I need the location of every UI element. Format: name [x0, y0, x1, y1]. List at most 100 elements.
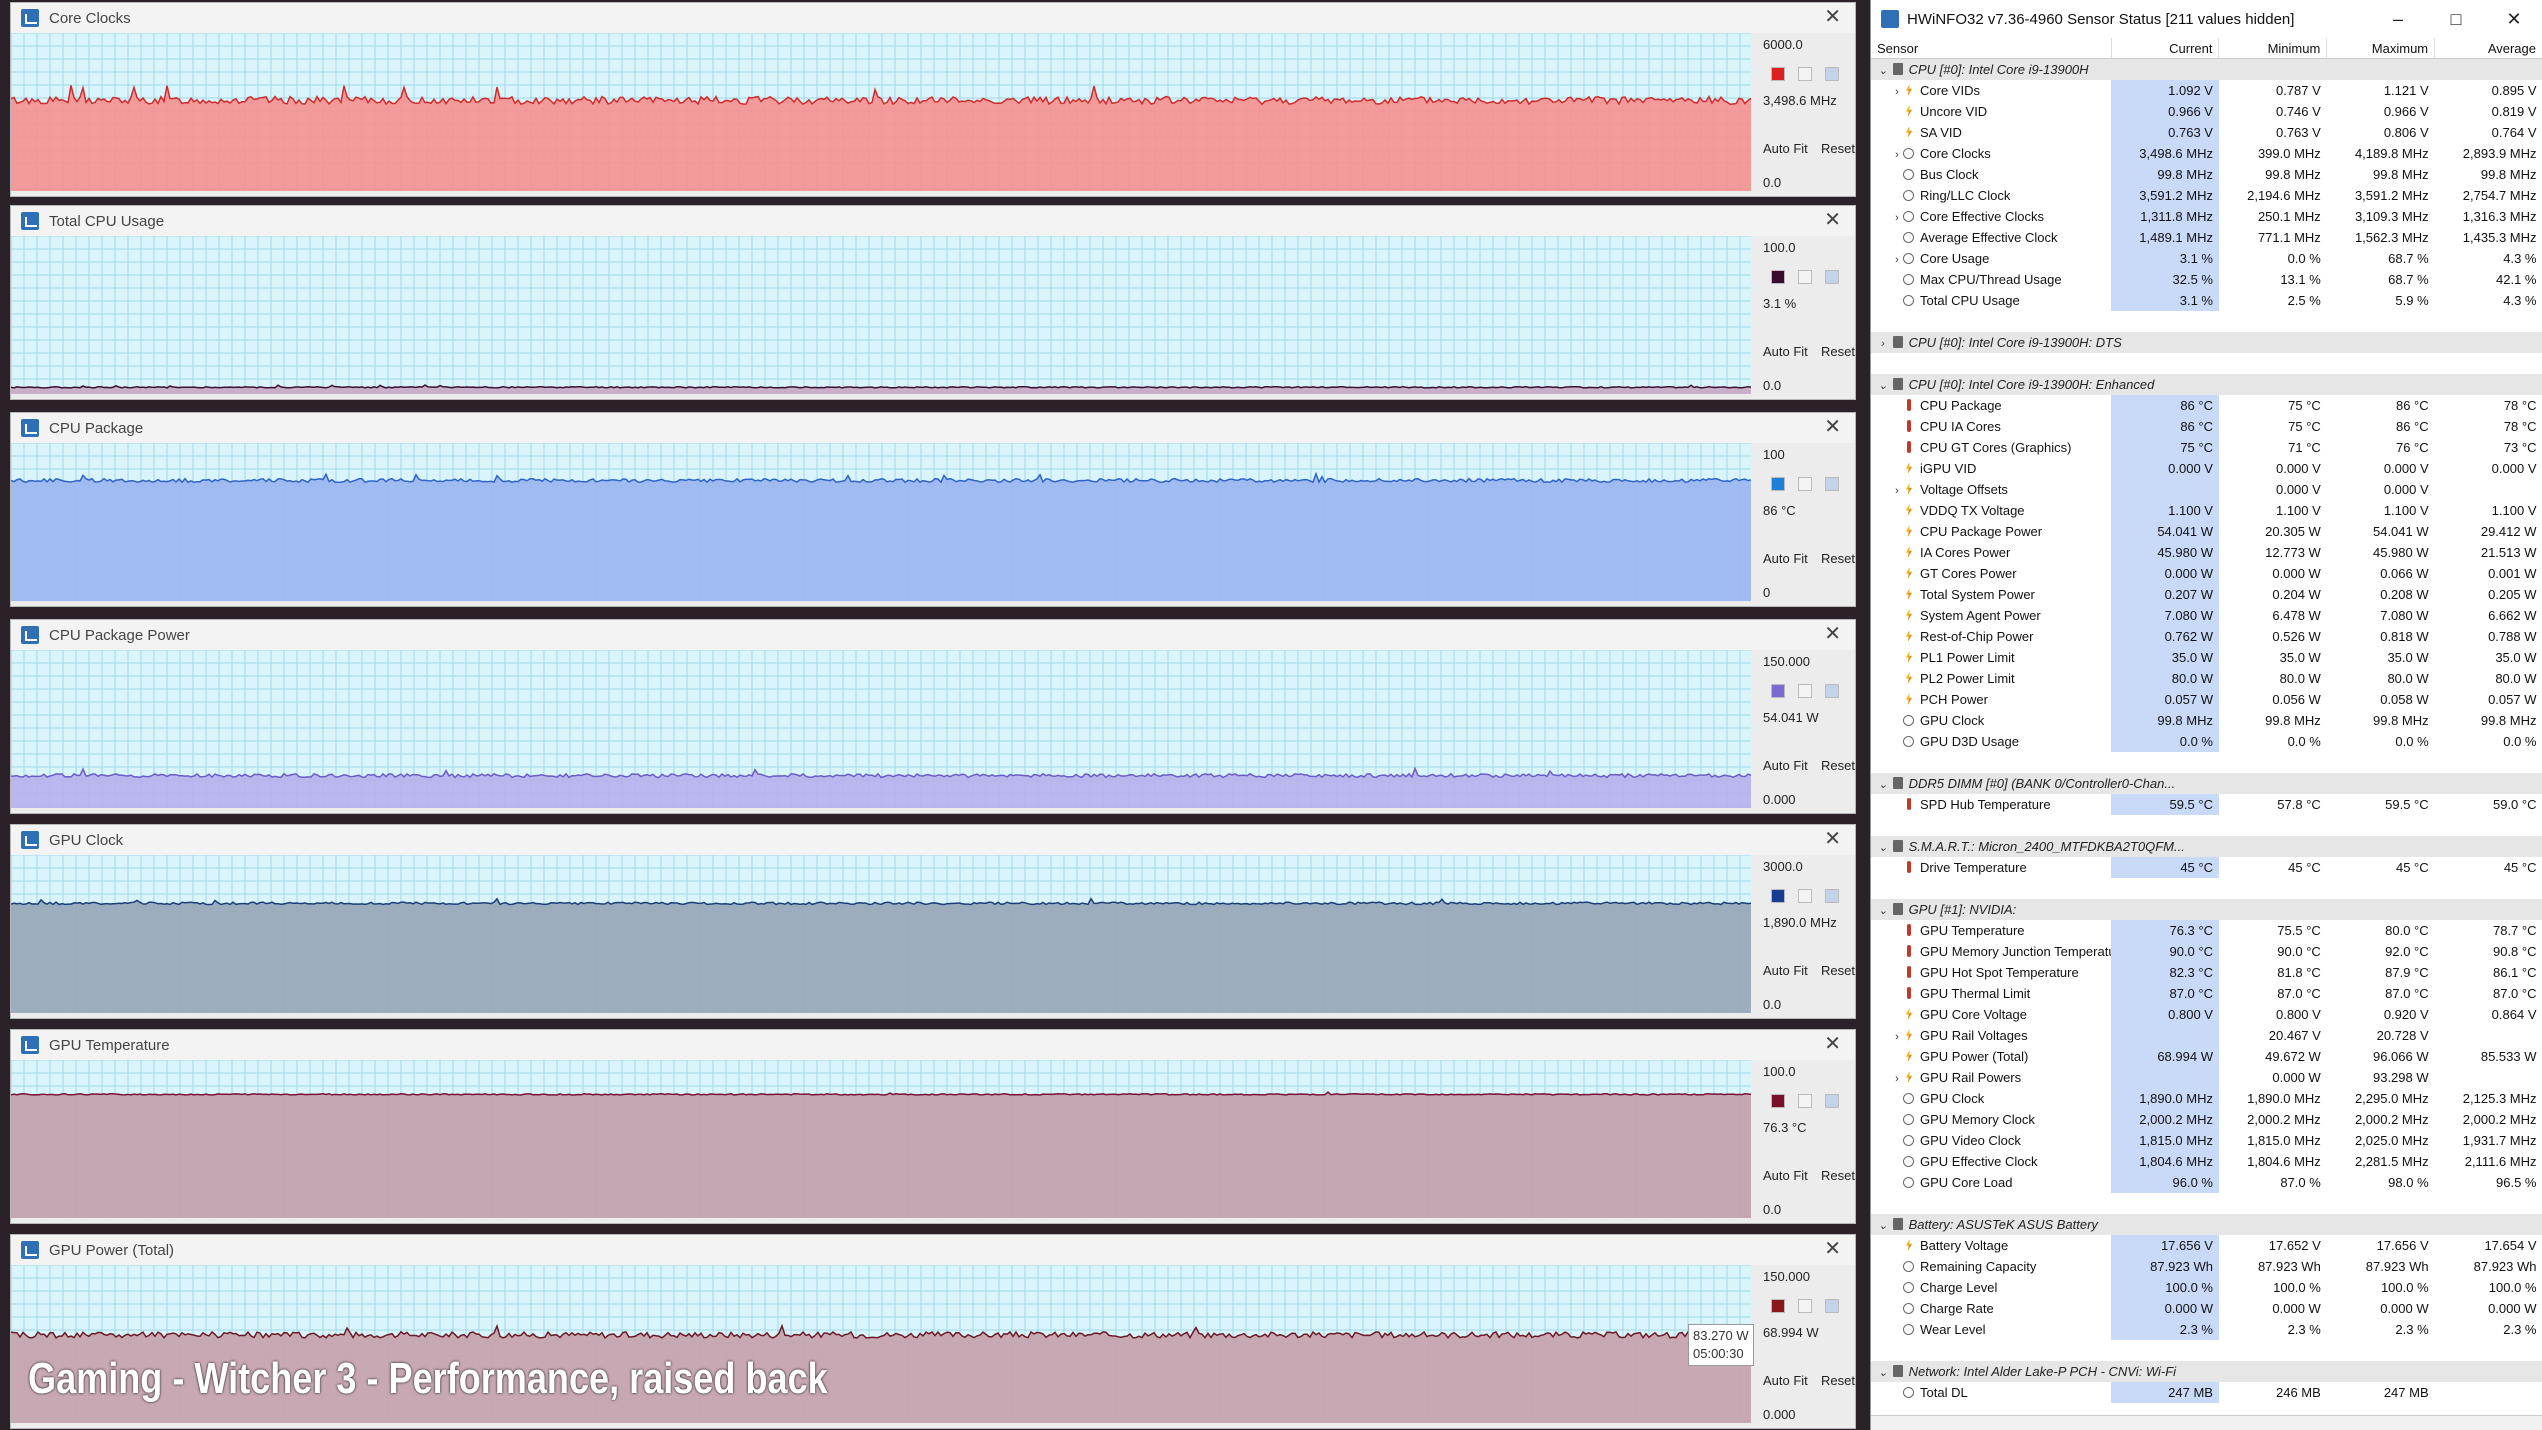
sensor-name-cell[interactable]: PL1 Power Limit — [1871, 647, 2111, 668]
sensor-group-row[interactable]: ⌄ Battery: ASUSTeK ASUS Battery — [1871, 1214, 2542, 1235]
sensor-group-row[interactable]: ⌄ Network: Intel Alder Lake-P PCH - CNVi… — [1871, 1361, 2542, 1382]
close-button[interactable]: ✕ — [2506, 9, 2522, 29]
auto-fit-button[interactable]: Auto Fit — [1763, 963, 1808, 978]
sensor-name-cell[interactable]: › GPU Rail Powers — [1871, 1067, 2111, 1088]
sensor-group-cell[interactable]: ⌄ Network: Intel Alder Lake-P PCH - CNVi… — [1871, 1361, 2542, 1382]
sensor-group-row[interactable]: › CPU [#0]: Intel Core i9-13900H: DTS — [1871, 332, 2542, 353]
reset-button[interactable]: Reset — [1821, 141, 1855, 156]
sensor-row[interactable]: GPU Memory Clock 2,000.2 MHz 2,000.2 MHz… — [1871, 1109, 2542, 1130]
expand-toggle-icon[interactable]: › — [1895, 1073, 1899, 1085]
col-sensor[interactable]: Sensor — [1871, 38, 2112, 59]
sensor-row[interactable]: Rest-of-Chip Power 0.762 W 0.526 W 0.818… — [1871, 626, 2542, 647]
sensor-row[interactable]: › GPU Rail Powers 0.000 W 93.298 W — [1871, 1067, 2542, 1088]
expand-toggle-icon[interactable]: ⌄ — [1878, 842, 1888, 854]
sensor-row[interactable]: CPU Package Power 54.041 W 20.305 W 54.0… — [1871, 521, 2542, 542]
expand-toggle-icon[interactable]: › — [1895, 212, 1899, 224]
sensor-group-row[interactable]: ⌄ CPU [#0]: Intel Core i9-13900H — [1871, 58, 2542, 80]
sensor-row[interactable]: Total System Power 0.207 W 0.204 W 0.208… — [1871, 584, 2542, 605]
hwinfo-titlebar[interactable]: HWiNFO32 v7.36-4960 Sensor Status [211 v… — [1871, 0, 2542, 38]
sensor-name-cell[interactable]: Charge Rate — [1871, 1298, 2111, 1319]
sensor-name-cell[interactable]: Battery Voltage — [1871, 1235, 2111, 1256]
graph-color-swatch[interactable] — [1771, 67, 1785, 81]
sensor-name-cell[interactable]: Total System Power — [1871, 584, 2111, 605]
graph-color-swatch[interactable] — [1771, 1299, 1785, 1313]
graph-titlebar[interactable]: CPU Package Power ✕ — [11, 620, 1855, 650]
sensor-row[interactable]: Charge Level 100.0 % 100.0 % 100.0 % 100… — [1871, 1277, 2542, 1298]
sensor-group-cell[interactable]: ⌄ DDR5 DIMM [#0] (BANK 0/Controller0-Cha… — [1871, 773, 2542, 794]
sensor-name-cell[interactable]: GPU Memory Clock — [1871, 1109, 2111, 1130]
auto-fit-button[interactable]: Auto Fit — [1763, 551, 1808, 566]
sensor-name-cell[interactable]: PL2 Power Limit — [1871, 668, 2111, 689]
auto-fit-button[interactable]: Auto Fit — [1763, 758, 1808, 773]
sensor-row[interactable]: › Core Clocks 3,498.6 MHz 399.0 MHz 4,189… — [1871, 143, 2542, 164]
sensor-name-cell[interactable]: GPU Thermal Limit — [1871, 983, 2111, 1004]
graph-swatch-light[interactable] — [1825, 684, 1839, 698]
graph-color-swatch[interactable] — [1771, 684, 1785, 698]
sensor-name-cell[interactable]: Total DL — [1871, 1382, 2111, 1403]
sensor-row[interactable]: Max CPU/Thread Usage 32.5 % 13.1 % 68.7 … — [1871, 269, 2542, 290]
sensor-row[interactable]: Ring/LLC Clock 3,591.2 MHz 2,194.6 MHz 3… — [1871, 185, 2542, 206]
sensor-name-cell[interactable]: iGPU VID — [1871, 458, 2111, 479]
sensor-group-row[interactable]: ⌄ GPU [#1]: NVIDIA: — [1871, 899, 2542, 920]
auto-fit-button[interactable]: Auto Fit — [1763, 1168, 1808, 1183]
maximize-button[interactable]: □ — [2450, 9, 2462, 29]
sensor-row[interactable]: Charge Rate 0.000 W 0.000 W 0.000 W 0.00… — [1871, 1298, 2542, 1319]
sensor-name-cell[interactable]: GPU Video Clock — [1871, 1130, 2111, 1151]
expand-toggle-icon[interactable]: › — [1895, 149, 1899, 161]
expand-toggle-icon[interactable]: ⌄ — [1878, 1220, 1888, 1232]
sensor-group-row[interactable]: ⌄ DDR5 DIMM [#0] (BANK 0/Controller0-Cha… — [1871, 773, 2542, 794]
sensor-row[interactable]: GPU Thermal Limit 87.0 °C 87.0 °C 87.0 °… — [1871, 983, 2542, 1004]
sensor-name-cell[interactable]: IA Cores Power — [1871, 542, 2111, 563]
close-icon[interactable]: ✕ — [1824, 6, 1841, 28]
sensor-row[interactable]: Battery Voltage 17.656 V 17.652 V 17.656… — [1871, 1235, 2542, 1256]
sensor-row[interactable]: Wear Level 2.3 % 2.3 % 2.3 % 2.3 % — [1871, 1319, 2542, 1340]
sensor-row[interactable]: VDDQ TX Voltage 1.100 V 1.100 V 1.100 V … — [1871, 500, 2542, 521]
graph-color-swatch[interactable] — [1771, 477, 1785, 491]
sensor-name-cell[interactable]: SPD Hub Temperature — [1871, 794, 2111, 815]
graph-swatch-blank[interactable] — [1798, 270, 1812, 284]
graph-swatch-light[interactable] — [1825, 1299, 1839, 1313]
sensor-row[interactable]: GPU Clock 99.8 MHz 99.8 MHz 99.8 MHz 99.… — [1871, 710, 2542, 731]
reset-button[interactable]: Reset — [1821, 758, 1855, 773]
sensor-name-cell[interactable]: GPU Memory Junction Temperature — [1871, 941, 2111, 962]
graph-titlebar[interactable]: CPU Package ✕ — [11, 413, 1855, 443]
sensor-name-cell[interactable]: CPU Package — [1871, 395, 2111, 416]
col-average[interactable]: Average — [2434, 38, 2542, 59]
sensor-name-cell[interactable]: Bus Clock — [1871, 164, 2111, 185]
close-icon[interactable]: ✕ — [1824, 623, 1841, 645]
sensor-row[interactable]: CPU GT Cores (Graphics) 75 °C 71 °C 76 °… — [1871, 437, 2542, 458]
sensor-row[interactable]: iGPU VID 0.000 V 0.000 V 0.000 V 0.000 V — [1871, 458, 2542, 479]
sensor-name-cell[interactable]: › Core VIDs — [1871, 80, 2111, 101]
sensor-name-cell[interactable]: › Voltage Offsets — [1871, 479, 2111, 500]
sensor-name-cell[interactable]: › Core Effective Clocks — [1871, 206, 2111, 227]
sensor-name-cell[interactable]: GPU Power (Total) — [1871, 1046, 2111, 1067]
sensor-row[interactable]: Remaining Capacity 87.923 Wh 87.923 Wh 8… — [1871, 1256, 2542, 1277]
graph-swatch-light[interactable] — [1825, 477, 1839, 491]
graph-swatch-light[interactable] — [1825, 889, 1839, 903]
sensor-name-cell[interactable]: GPU Effective Clock — [1871, 1151, 2111, 1172]
sensor-group-cell[interactable]: ⌄ CPU [#0]: Intel Core i9-13900H: Enhanc… — [1871, 374, 2542, 395]
graph-swatch-blank[interactable] — [1798, 67, 1812, 81]
sensor-group-row[interactable]: ⌄ S.M.A.R.T.: Micron_2400_MTFDKBA2T0QFM.… — [1871, 836, 2542, 857]
sensor-group-cell[interactable]: ⌄ S.M.A.R.T.: Micron_2400_MTFDKBA2T0QFM.… — [1871, 836, 2542, 857]
sensor-row[interactable]: GPU Video Clock 1,815.0 MHz 1,815.0 MHz … — [1871, 1130, 2542, 1151]
col-minimum[interactable]: Minimum — [2218, 38, 2328, 59]
sensor-name-cell[interactable]: GPU Hot Spot Temperature — [1871, 962, 2111, 983]
sensor-row[interactable]: GPU Power (Total) 68.994 W 49.672 W 96.0… — [1871, 1046, 2542, 1067]
sensor-name-cell[interactable]: GPU Clock — [1871, 710, 2111, 731]
expand-toggle-icon[interactable]: › — [1895, 86, 1899, 98]
sensor-group-cell[interactable]: ⌄ CPU [#0]: Intel Core i9-13900H — [1871, 58, 2542, 80]
sensor-row[interactable]: Total DL 247 MB 246 MB 247 MB — [1871, 1382, 2542, 1403]
sensor-name-cell[interactable]: SA VID — [1871, 122, 2111, 143]
sensor-name-cell[interactable]: Ring/LLC Clock — [1871, 185, 2111, 206]
reset-button[interactable]: Reset — [1821, 1373, 1855, 1388]
graph-swatch-blank[interactable] — [1798, 1094, 1812, 1108]
graph-titlebar[interactable]: Core Clocks ✕ — [11, 3, 1855, 33]
expand-toggle-icon[interactable]: › — [1895, 485, 1899, 497]
sensor-name-cell[interactable]: CPU GT Cores (Graphics) — [1871, 437, 2111, 458]
close-icon[interactable]: ✕ — [1824, 1033, 1841, 1055]
reset-button[interactable]: Reset — [1821, 344, 1855, 359]
sensor-name-cell[interactable]: Charge Level — [1871, 1277, 2111, 1298]
expand-toggle-icon[interactable]: ⌄ — [1878, 1367, 1888, 1379]
reset-button[interactable]: Reset — [1821, 551, 1855, 566]
